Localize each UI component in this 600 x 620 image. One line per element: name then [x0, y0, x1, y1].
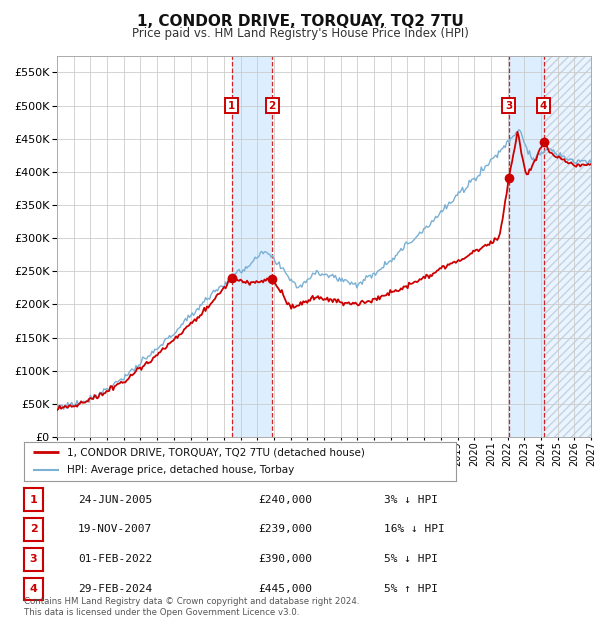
Text: £445,000: £445,000	[258, 584, 312, 594]
Text: Contains HM Land Registry data © Crown copyright and database right 2024.
This d: Contains HM Land Registry data © Crown c…	[24, 598, 359, 617]
Text: 1: 1	[30, 495, 37, 505]
Text: 2: 2	[268, 100, 276, 110]
Text: 29-FEB-2024: 29-FEB-2024	[78, 584, 152, 594]
Text: 24-JUN-2005: 24-JUN-2005	[78, 495, 152, 505]
Text: 2: 2	[30, 525, 37, 534]
Text: £239,000: £239,000	[258, 525, 312, 534]
Text: 1: 1	[228, 100, 236, 110]
Text: 3: 3	[30, 554, 37, 564]
Bar	[232, 56, 272, 437]
Text: 1, CONDOR DRIVE, TORQUAY, TQ2 7TU: 1, CONDOR DRIVE, TORQUAY, TQ2 7TU	[137, 14, 463, 29]
Text: 3% ↓ HPI: 3% ↓ HPI	[384, 495, 438, 505]
Bar	[544, 56, 591, 437]
Text: 3: 3	[505, 100, 512, 110]
Text: HPI: Average price, detached house, Torbay: HPI: Average price, detached house, Torb…	[67, 465, 295, 475]
Text: £390,000: £390,000	[258, 554, 312, 564]
Text: 4: 4	[29, 584, 38, 594]
Text: 01-FEB-2022: 01-FEB-2022	[78, 554, 152, 564]
Text: 16% ↓ HPI: 16% ↓ HPI	[384, 525, 445, 534]
Text: £240,000: £240,000	[258, 495, 312, 505]
Bar	[509, 56, 544, 437]
Text: 4: 4	[540, 100, 547, 110]
Text: 19-NOV-2007: 19-NOV-2007	[78, 525, 152, 534]
Text: 5% ↓ HPI: 5% ↓ HPI	[384, 554, 438, 564]
Text: 5% ↑ HPI: 5% ↑ HPI	[384, 584, 438, 594]
Text: 1, CONDOR DRIVE, TORQUAY, TQ2 7TU (detached house): 1, CONDOR DRIVE, TORQUAY, TQ2 7TU (detac…	[67, 448, 365, 458]
Text: Price paid vs. HM Land Registry's House Price Index (HPI): Price paid vs. HM Land Registry's House …	[131, 27, 469, 40]
